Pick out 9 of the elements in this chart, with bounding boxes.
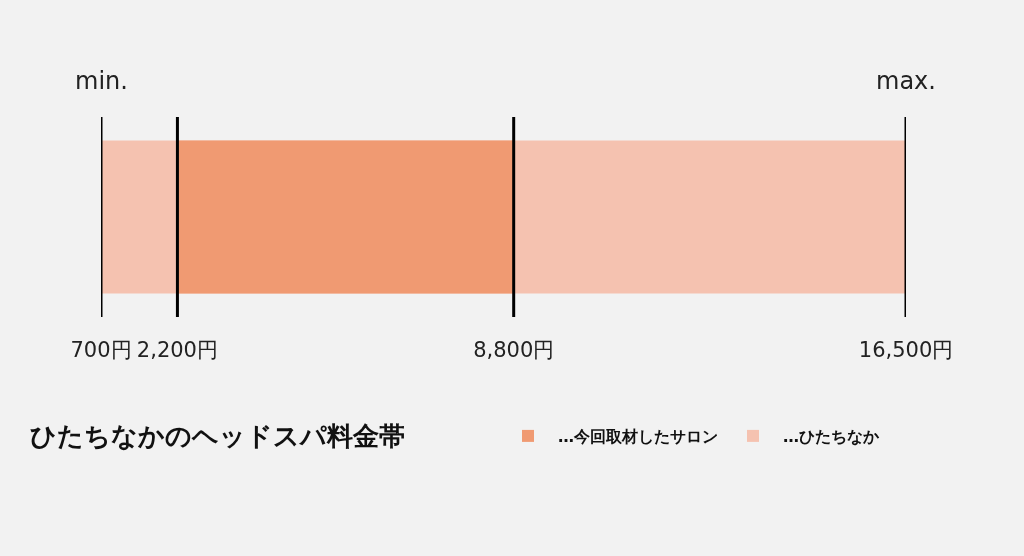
legend-label: …今回取材したサロン [558, 427, 718, 447]
x-tick-label: 2,200円 [136, 338, 218, 362]
ref-line-label: max. [876, 67, 936, 95]
x-tick-label: 8,800円 [473, 338, 555, 362]
legend-label: …ひたちなか [783, 427, 880, 447]
text: ひたちなかのヘッドスパ料金帯 [30, 421, 405, 452]
ref-line-label: min. [75, 67, 128, 95]
x-tick-label: 16,500円 [858, 338, 954, 362]
x-tick-label: 700円 [70, 338, 132, 362]
